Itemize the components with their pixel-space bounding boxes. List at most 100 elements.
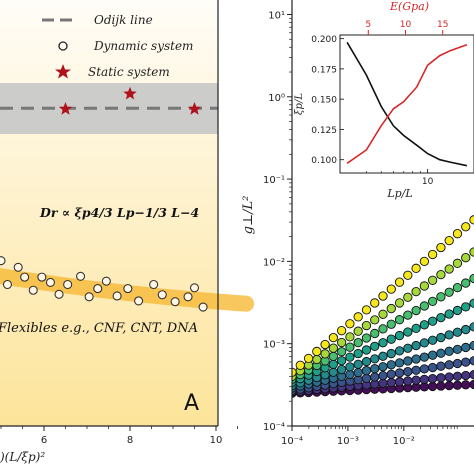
x-tick-label: 10⁻²	[393, 436, 415, 447]
series-marker	[436, 361, 446, 371]
panel-b-ylabel: g⊥/L²	[241, 196, 256, 235]
series-marker	[328, 367, 339, 377]
series-marker	[444, 287, 454, 297]
inset-top-tick-label: 15	[437, 20, 448, 30]
x-tick-label: 10⁻³	[337, 436, 359, 447]
series-marker	[436, 332, 446, 343]
inset-xlabel: Lp/L	[386, 187, 412, 200]
series-marker	[303, 353, 314, 364]
series-marker	[419, 338, 430, 348]
series-marker	[427, 296, 438, 307]
series-marker	[386, 284, 396, 294]
series-marker	[403, 327, 413, 337]
series-marker	[378, 338, 388, 348]
inset-x-tick-label: 10	[422, 177, 434, 187]
series-marker	[370, 341, 380, 351]
panel-a: Odijk line Dynamic system Static system …	[0, 0, 255, 464]
panel-b-series	[292, 215, 474, 398]
series-marker	[386, 360, 396, 370]
series-marker	[444, 346, 454, 356]
dynamic-point	[93, 284, 103, 294]
series-marker	[469, 379, 474, 390]
series-marker	[345, 332, 355, 342]
static-point	[123, 86, 137, 100]
series-marker	[461, 342, 471, 353]
series-marker	[328, 351, 339, 361]
series-marker	[320, 349, 330, 359]
series-marker	[378, 291, 388, 301]
series-marker	[378, 324, 388, 334]
series-marker	[394, 298, 405, 308]
series-marker	[403, 310, 413, 320]
series-marker	[394, 346, 405, 356]
formula-annotation: Dr ∝ ξp4/3 Lp−1/3 L−4	[39, 205, 199, 220]
x-tick-label: 10	[210, 435, 223, 446]
series-marker	[427, 335, 438, 345]
dynamic-point	[157, 290, 167, 300]
dynamic-point	[189, 283, 200, 293]
series-marker	[345, 342, 355, 352]
y-tick-label: 10⁰	[268, 93, 285, 104]
series-marker	[394, 330, 405, 341]
series-marker	[386, 334, 396, 344]
series-marker	[427, 249, 438, 260]
series-marker	[427, 373, 438, 384]
series-marker	[419, 256, 430, 267]
series-marker	[427, 381, 438, 392]
series-marker	[419, 320, 430, 330]
series-marker	[370, 315, 380, 325]
y-tick-label: 10⁻³	[263, 340, 285, 351]
dynamic-points	[0, 256, 208, 312]
series-marker	[461, 370, 471, 381]
series-marker	[353, 348, 363, 359]
series-marker	[469, 370, 474, 380]
series-marker	[378, 309, 388, 319]
series-marker	[452, 282, 463, 293]
series-marker	[444, 264, 454, 274]
flexibles-annotation: Flexibles e.g., CNF, CNT, DNA	[0, 321, 198, 336]
series-marker	[394, 315, 405, 325]
legend: Odijk line Dynamic system Static system	[42, 13, 193, 79]
series-marker	[403, 376, 413, 386]
inset-top-tick-label: 5	[365, 20, 371, 30]
inset-black-curve	[346, 41, 468, 167]
dynamic-point	[149, 279, 159, 290]
dynamic-point	[112, 291, 122, 301]
inset-top-tick-label: 10	[400, 20, 412, 30]
series-marker	[403, 270, 413, 280]
series-marker	[312, 346, 322, 357]
series-marker	[469, 340, 474, 351]
series-marker	[444, 380, 454, 391]
series-marker	[353, 326, 363, 336]
legend-odijk-label: Odijk line	[94, 13, 153, 27]
dynamic-point	[28, 285, 38, 295]
series-marker	[394, 368, 405, 378]
series-marker	[419, 301, 430, 311]
series-marker	[394, 377, 405, 387]
panel-b-x-ticks: 10⁻⁴ 10⁻³ 10⁻²	[281, 426, 458, 447]
series-marker	[469, 273, 474, 284]
static-point	[58, 102, 73, 115]
series-marker	[452, 358, 463, 369]
panel-b: 10⁻⁴ 10⁻³ 10⁻² 10⁻¹ 10⁰ 10¹ 10⁻⁴ 10⁻³ 10⁻² g⊥/L…	[241, 0, 474, 447]
static-point	[187, 102, 202, 115]
series-marker	[292, 367, 297, 377]
series-marker	[336, 347, 347, 357]
series-marker	[386, 369, 396, 379]
dynamic-point	[123, 284, 133, 294]
dynamic-point	[134, 296, 144, 306]
series-marker	[461, 253, 471, 263]
series-marker	[452, 258, 463, 268]
series-marker	[328, 359, 339, 369]
series-marker	[411, 365, 421, 375]
series-marker	[394, 358, 405, 368]
legend-dynamic-swatch	[58, 41, 68, 51]
series-marker	[461, 278, 471, 288]
inset-x-ticks: 10	[365, 169, 434, 187]
y-tick-label: 10⁻¹	[263, 175, 285, 186]
dynamic-point	[76, 271, 86, 281]
series-marker	[444, 360, 454, 370]
series-marker	[403, 292, 413, 302]
series-marker	[461, 324, 471, 335]
legend-static-label: Static system	[88, 65, 170, 79]
